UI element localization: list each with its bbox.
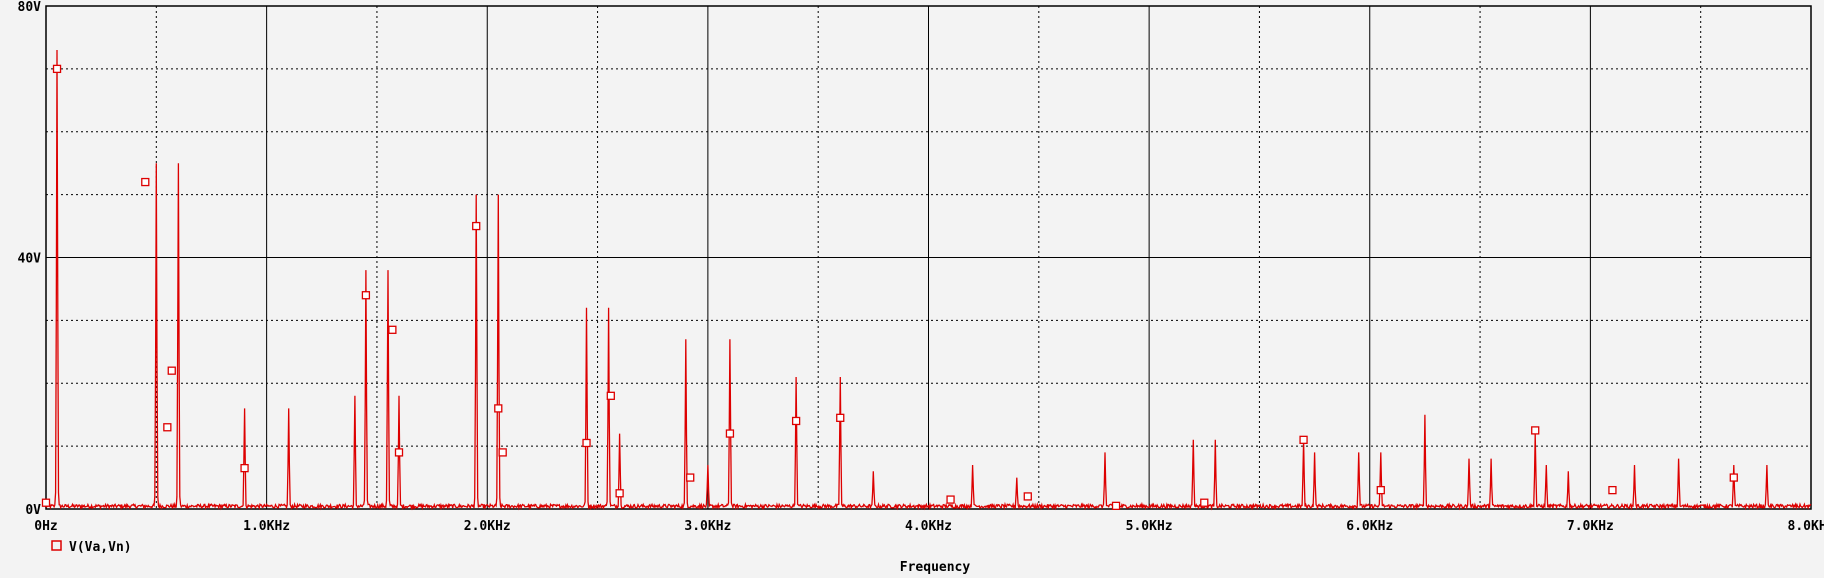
series-marker [725,429,735,438]
series-marker [791,416,801,426]
x-tick-label: 5.0KHz [1126,519,1173,534]
series-marker [240,463,249,473]
x-tick-label: 4.0KHz [905,519,952,534]
y-tick-label: 40V [18,252,42,267]
series-marker [498,448,507,457]
series-marker [394,448,404,457]
x-tick-label: 2.0KHz [464,519,511,534]
x-tick-label: 6.0KHz [1346,519,1393,534]
series-marker [836,413,845,422]
series-marker [472,221,481,231]
x-tick-label: 7.0KHz [1567,519,1614,534]
series-marker [167,366,176,375]
series-marker [41,498,51,507]
x-tick-labels: 0Hz 1.0KHz 2.0KHz 3.0KHz 4.0KHz 5.0KHz 6.0KHz 7… [34,519,1824,534]
series-marker [582,438,591,448]
series-marker [1531,426,1540,435]
legend-series-label: V(Va,Vn) [69,540,132,555]
series-marker [1111,501,1121,511]
series-marker [1729,473,1738,482]
x-tick-label: 8.0KHz [1788,519,1824,534]
series-marker [606,391,615,400]
grid-layer [45,5,1812,510]
series-marker [52,64,62,74]
x-tick-label: 1.0KHz [243,519,290,534]
y-tick-label: 0V [25,503,41,518]
series-marker [686,473,695,482]
series-marker [141,177,150,187]
series-marker [1299,435,1308,444]
y-tick-label: 80V [18,0,42,15]
series-layer [41,49,1812,511]
series-marker [494,404,503,413]
legend-marker-icon [51,540,62,551]
marker-layer [41,64,1738,511]
axes-layer [45,5,1812,510]
series-marker [1376,485,1385,495]
x-tick-label: 3.0KHz [684,519,731,534]
series-marker [1608,485,1617,495]
series-line-v-va-vn [45,49,1812,511]
legend[interactable]: V(Va,Vn) [51,540,132,555]
series-marker [615,489,624,498]
series-marker [1023,492,1032,501]
y-tick-labels: 0V 40V 80V [18,0,42,518]
x-tick-label: 0Hz [34,519,57,534]
series-marker [163,423,172,432]
series-marker [946,495,955,504]
series-marker [361,291,371,300]
x-axis-title: Frequency [900,560,971,575]
series-marker [1200,498,1209,507]
series-marker [388,325,397,334]
plot-frame [45,5,1812,510]
